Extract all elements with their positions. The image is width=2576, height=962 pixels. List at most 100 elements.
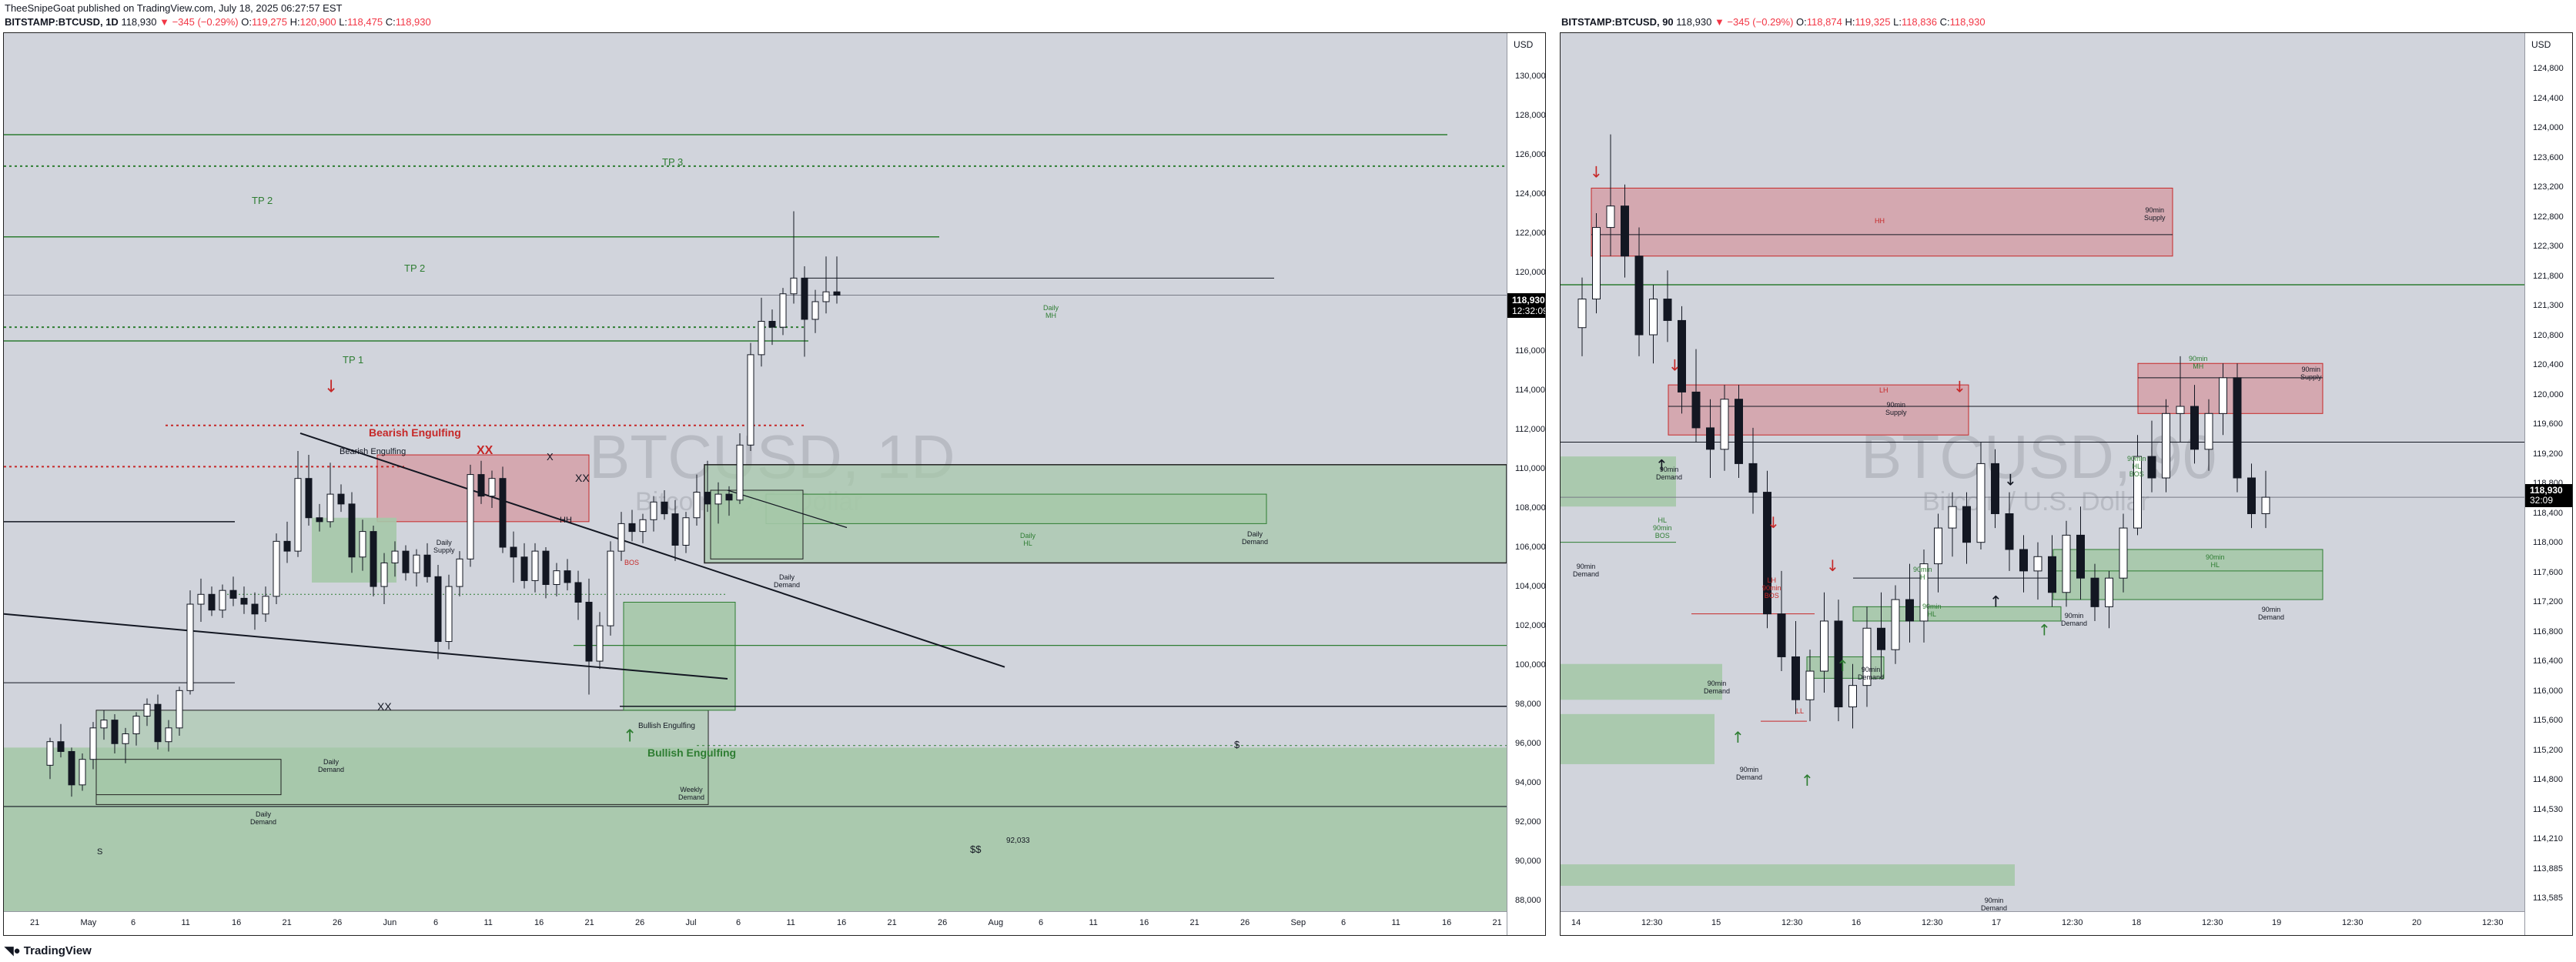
left-time-label: 16 — [837, 918, 847, 927]
candle-body — [413, 554, 420, 573]
candle-body — [89, 727, 97, 760]
right-price-label: 117,200 — [2533, 597, 2563, 606]
left-price-axis[interactable]: USD 130,000 128,000 126,000 124,000 122,000 1… — [1507, 33, 1546, 935]
candle-body — [639, 519, 647, 533]
candle-body — [423, 554, 431, 577]
left-time-label: 21 — [887, 918, 897, 927]
right-candle-body — [1934, 527, 1942, 565]
right-o-label: O: — [1796, 16, 1807, 28]
candle-body — [132, 716, 140, 734]
right-candle-body — [1649, 299, 1658, 336]
candle-body — [520, 556, 528, 581]
tp1-label: TP 1 — [343, 354, 364, 366]
right-candle-body — [1735, 399, 1743, 464]
right-supply-zone-1 — [1591, 187, 2173, 257]
footer: ◥● TradingView — [0, 937, 2576, 962]
left-price-label: 122,000 — [1515, 229, 1546, 238]
right-price-label: 123,600 — [2533, 152, 2564, 162]
daily-supply-label: Daily Supply — [433, 539, 455, 554]
right-green-arrow-icon: ↑ — [1836, 656, 1849, 675]
candle-body — [661, 501, 668, 515]
right-c-label: C: — [1939, 16, 1950, 28]
candle-body — [714, 493, 722, 505]
tp2b-label: TP 2 — [404, 262, 426, 274]
bearish-engulfing-label: Bearish Engulfing — [369, 426, 461, 439]
left-price: 118,930 — [121, 16, 157, 28]
dollar-label-1: $ — [1234, 739, 1240, 750]
candle-body — [811, 301, 819, 320]
right-time-label: 17 — [1992, 918, 2002, 927]
left-chart-canvas[interactable]: ↓↑ — [4, 33, 1507, 914]
candle-body — [682, 517, 690, 546]
right-chart-panel[interactable]: BTCUSD, 90 Bitcoin / U.S. Dollar ↓ ↓ ↓ ↓ ↓ ↑ ↑… — [1560, 32, 2573, 936]
left-time-label: 21 — [584, 918, 594, 927]
left-time-label: 26 — [635, 918, 645, 927]
right-candle-body — [1877, 627, 1885, 650]
right-time-label: 12:30 — [2202, 918, 2223, 927]
left-price-label: 92,000 — [1515, 817, 1541, 827]
candle-body — [790, 277, 798, 295]
candle-body — [100, 720, 108, 729]
candle-body — [370, 531, 377, 587]
candle-body — [283, 540, 291, 552]
candle-body — [273, 540, 280, 597]
left-time-label: 11 — [181, 918, 190, 927]
right-ll-label: LL — [1796, 707, 1805, 715]
left-time-label: 11 — [1391, 918, 1400, 927]
candle-body — [294, 478, 302, 552]
candle-body — [467, 474, 474, 559]
right-candle-body — [2133, 456, 2142, 529]
candle-body — [456, 558, 463, 587]
left-o-value: 119,275 — [251, 16, 287, 28]
right-candle-body — [1805, 670, 1815, 700]
right-time-axis[interactable]: 14 12:30 15 12:30 16 12:30 17 12:30 18 12:30 19 12:… — [1561, 911, 2524, 935]
candle-body — [596, 625, 604, 662]
right-price-label: 121,300 — [2533, 301, 2564, 310]
dollar-label-2: $$ — [970, 843, 982, 855]
candle-body — [542, 550, 550, 586]
left-countdown: 12:32:09 — [1512, 306, 1546, 316]
right-candle-body — [1891, 599, 1900, 650]
right-price-axis[interactable]: USD 124,800 124,400 124,000 123,600 123,200 1… — [2524, 33, 2572, 935]
right-time-label: 12:30 — [1641, 918, 1663, 927]
right-hh-label: HH — [1875, 217, 1885, 225]
left-time-label: Jul — [685, 918, 697, 927]
right-candle-body — [2048, 556, 2056, 593]
low-price-label: 92,033 — [1006, 837, 1030, 845]
candle-body — [553, 570, 560, 586]
tradingview-logo-text: TradingView — [23, 944, 92, 957]
right-candle-body — [1577, 299, 1587, 329]
left-time-label: Jun — [383, 918, 397, 927]
candle-body — [240, 597, 248, 605]
right-demand-label-7: 90min Demand — [2258, 606, 2285, 621]
right-candle-body — [1691, 391, 1701, 429]
candle-body — [617, 523, 625, 552]
left-time-axis[interactable]: 21 May 6 11 16 21 26 Jun 6 11 16 21 26 Jul 6 11 16 21 26 Au… — [4, 911, 1507, 935]
right-candle-body — [1777, 613, 1786, 657]
left-price-label: 116,000 — [1515, 346, 1545, 356]
right-candle-body — [2176, 406, 2185, 414]
right-candle-body — [1763, 492, 1771, 615]
left-price-label: 108,000 — [1515, 503, 1546, 513]
right-hl-label-2: 90min HL — [1922, 603, 1942, 618]
right-candle-body — [2190, 406, 2199, 450]
bearish-arrow-icon: ↓ — [324, 377, 338, 396]
candle-body — [801, 277, 808, 320]
right-h-label: 90min H — [1913, 566, 1932, 581]
tradingview-logo[interactable]: ◥● TradingView — [5, 944, 92, 957]
left-price-label: 94,000 — [1515, 778, 1541, 787]
right-candle-body — [1720, 399, 1729, 450]
daily-hl-label: Daily HL — [1020, 532, 1036, 547]
right-demand-label-5: 90min Demand — [1858, 666, 1885, 681]
right-candle-body — [1991, 463, 1999, 514]
candle-body — [186, 603, 194, 691]
candle-body — [822, 291, 830, 302]
candle-body — [650, 501, 657, 520]
candle-body — [154, 703, 162, 743]
left-time-label: 26 — [1240, 918, 1250, 927]
right-candle-body — [1634, 256, 1644, 336]
right-chart-canvas[interactable]: ↓ ↓ ↓ ↓ ↓ ↑ ↑ ↑ ↑ ↑ ↑ ↓ — [1561, 33, 2524, 914]
left-chart-panel[interactable]: BTCUSD, 1D Bitcoin / U.S. Dollar ↓↑ TP 3… — [3, 32, 1546, 936]
right-supply-label-1: 90min Supply — [2144, 206, 2166, 222]
right-candle-body — [1905, 599, 1914, 622]
